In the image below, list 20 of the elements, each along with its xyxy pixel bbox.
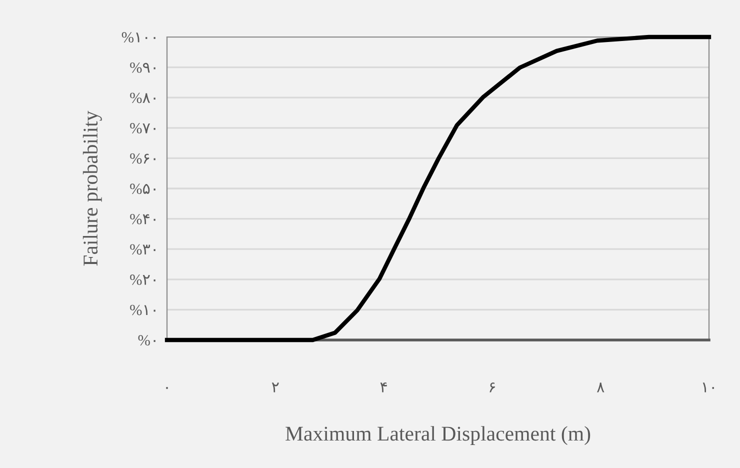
y-tick-label: %۰ bbox=[138, 335, 156, 346]
x-tick-label: ۴ bbox=[380, 382, 387, 392]
y-tick-label: %۱۰۰ bbox=[122, 32, 156, 42]
x-tick-label: ۰ bbox=[166, 387, 168, 389]
y-axis-title: Failure probability bbox=[82, 110, 102, 266]
y-tick-label: %۴۰ bbox=[130, 214, 156, 224]
line-series bbox=[164, 34, 712, 342]
y-tick-label: %۱۰ bbox=[130, 304, 156, 316]
y-tick-label: %۶۰ bbox=[130, 153, 156, 164]
x-tick-label: ۱۰ bbox=[702, 382, 714, 392]
x-tick-label: ۸ bbox=[596, 382, 604, 392]
x-tick-label: ۶ bbox=[490, 382, 495, 392]
y-tick-label: %۳۰ bbox=[130, 244, 156, 255]
y-tick-label: %۸۰ bbox=[130, 92, 156, 104]
x-axis-title: Maximum Lateral Displacement (m) bbox=[286, 426, 590, 445]
y-tick-label: %۷۰ bbox=[130, 123, 156, 134]
y-tick-label: %۲۰ bbox=[130, 274, 156, 285]
x-tick-label: ۲ bbox=[272, 382, 279, 392]
y-tick-label: %۵۰ bbox=[130, 184, 156, 194]
y-tick-label: %۹۰ bbox=[130, 62, 156, 73]
